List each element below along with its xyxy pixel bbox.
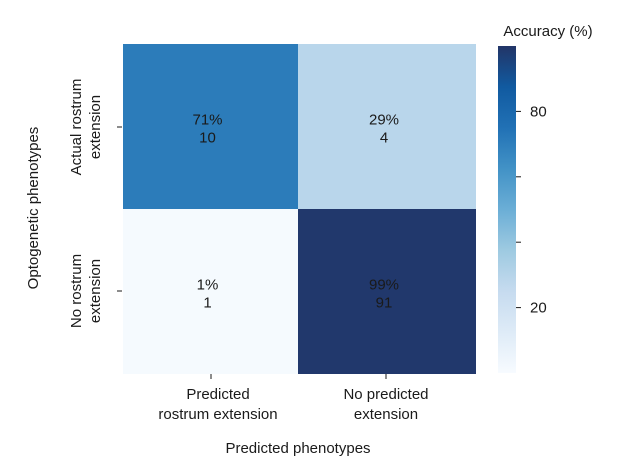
y-tick-label-0-line-1: Actual rostrum <box>68 79 85 176</box>
cell-annotations: 71% 10 29% 4 1% 1 99% 91 <box>192 112 399 312</box>
cell-percent-label: 99% <box>369 277 399 294</box>
cell-count-label: 1 <box>203 295 211 312</box>
colorbar <box>498 46 516 373</box>
cell-percent-label: 29% <box>369 112 399 129</box>
heatmap-cells <box>123 44 476 374</box>
y-axis-title: Optogenetic phenotypes <box>25 127 42 290</box>
colorbar-tick-label: 20 <box>530 300 547 317</box>
heatmap-cell <box>298 44 476 209</box>
x-axis-title: Predicted phenotypes <box>225 440 370 457</box>
cell-count-label: 4 <box>380 130 388 147</box>
heatmap-cell <box>298 209 476 374</box>
y-tick-label-1-line-1: No rostrum <box>68 254 85 328</box>
x-tick-label-0-line-2: rostrum extension <box>158 406 277 423</box>
y-tick-label-1-line-2: extension <box>87 259 104 323</box>
y-tick-label-0-line-2: extension <box>87 95 104 159</box>
cell-percent-label: 71% <box>192 112 222 129</box>
x-tick-label-1-line-1: No predicted <box>343 386 428 403</box>
cell-count-label: 91 <box>376 295 393 312</box>
cell-count-label: 10 <box>199 130 216 147</box>
x-tick-label-0-line-1: Predicted <box>186 386 249 403</box>
cell-percent-label: 1% <box>197 277 219 294</box>
heatmap-cell <box>123 44 298 209</box>
heatmap-cell <box>123 209 298 374</box>
colorbar-tick-label: 80 <box>530 103 547 120</box>
x-tick-label-1-line-2: extension <box>354 406 418 423</box>
colorbar-title: Accuracy (%) <box>503 23 592 40</box>
